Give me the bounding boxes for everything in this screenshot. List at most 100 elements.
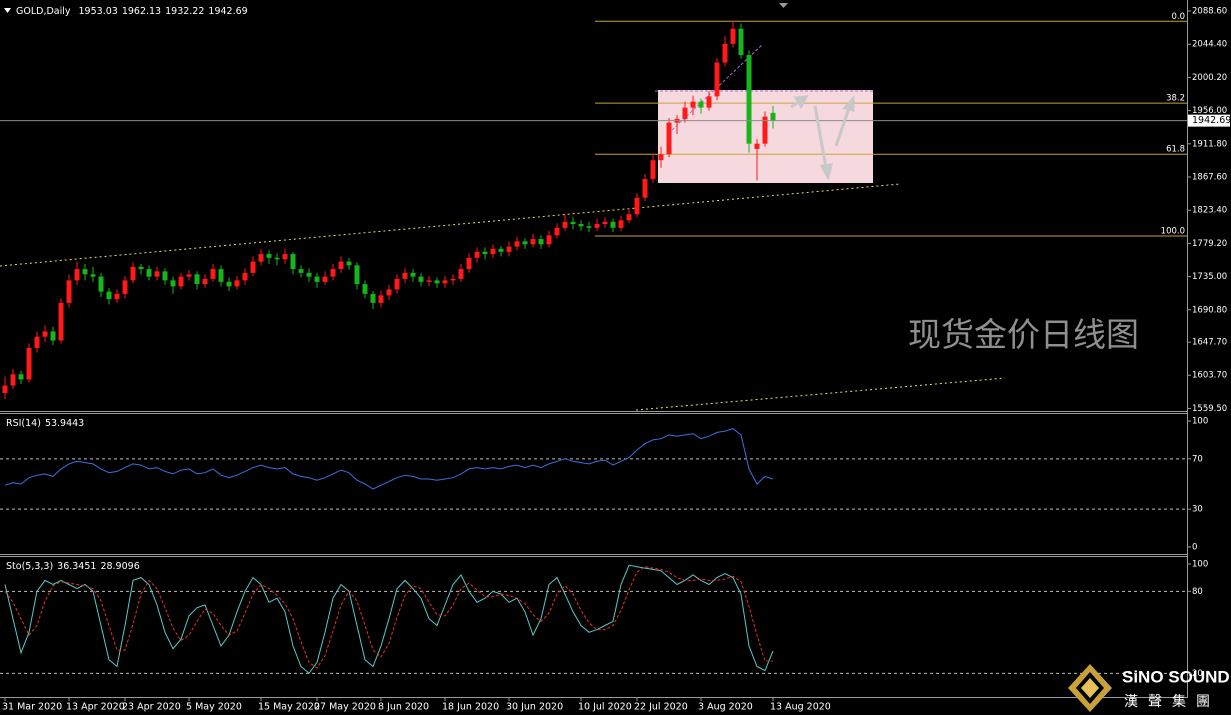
candle-body — [642, 178, 648, 198]
candle-body — [746, 55, 752, 144]
menu-triangle — [4, 8, 11, 13]
candle-body — [594, 224, 600, 228]
candle-body — [770, 112, 776, 121]
candle-body — [346, 261, 352, 266]
candle-body — [306, 272, 312, 277]
trend-line — [0, 183, 901, 267]
candle-body — [682, 107, 688, 119]
candle-body — [506, 246, 512, 252]
candle-body — [210, 269, 216, 279]
candle-body — [18, 374, 24, 380]
arrow-head — [842, 95, 855, 112]
candle-body — [266, 254, 272, 258]
sto-title: Sto(5,3,3) — [6, 561, 53, 572]
y-tick-label: 1735.00 — [1192, 272, 1227, 282]
close: 1942.69 — [208, 6, 247, 17]
candle-body — [298, 269, 304, 273]
candle-body — [618, 220, 624, 228]
candle-body — [458, 269, 464, 279]
y-tick-label: 2088.60 — [1192, 7, 1227, 17]
candle-body — [130, 266, 136, 281]
candle-body — [554, 227, 560, 236]
symbol-header: GOLD,Daily 1953.03 1962.13 1932.22 1942.69 — [16, 6, 248, 17]
y-tick-label: 2044.40 — [1192, 40, 1227, 50]
candle-body — [34, 336, 40, 348]
candle-body — [50, 331, 56, 341]
candle-body — [66, 280, 72, 303]
candle-body — [538, 239, 544, 245]
candle-body — [74, 269, 80, 281]
y-tick-label: 2000.20 — [1192, 73, 1227, 83]
y-tick-label: 1823.40 — [1192, 206, 1227, 216]
candle-body — [10, 374, 16, 386]
logo-subtitle: 漢聲集團 — [1124, 693, 1220, 710]
indicator-line — [4, 566, 774, 669]
candle-body — [114, 293, 120, 300]
candle-body — [394, 278, 400, 290]
fib-label: 0.0 — [1171, 12, 1185, 22]
candle-body — [26, 347, 32, 380]
y-tick-label: 1911.80 — [1192, 139, 1227, 149]
candle-body — [202, 278, 208, 285]
logo-name: SiNO SOUND — [1122, 667, 1230, 686]
candle-body — [514, 241, 520, 247]
x-tick-label: 13 Aug 2020 — [770, 702, 831, 713]
candle-body — [274, 257, 280, 260]
candle-body — [186, 274, 192, 277]
candle-body — [634, 197, 640, 215]
candle-body — [250, 261, 256, 273]
candle-body — [194, 274, 200, 285]
candle-body — [330, 269, 336, 277]
x-tick-label: 3 Aug 2020 — [698, 702, 753, 713]
price-marker — [1188, 114, 1230, 127]
candle-body — [154, 271, 160, 277]
candle-body — [706, 96, 712, 108]
candle-body — [690, 101, 696, 108]
trend-line — [635, 377, 1006, 411]
candle-body — [314, 276, 320, 282]
candle-body — [466, 257, 472, 270]
rsi-title: RSI(14) — [6, 418, 41, 429]
fib-label: 100.0 — [1161, 227, 1185, 237]
candle-body — [170, 280, 176, 287]
x-tick-label: 31 Mar 2020 — [2, 702, 62, 713]
candle-body — [602, 221, 608, 225]
x-tick-label: 15 May 2020 — [258, 702, 320, 713]
shift-marker — [779, 3, 788, 8]
indicator-line — [4, 564, 774, 675]
sto-main-value: 36.3451 — [57, 561, 96, 572]
indicator-line — [4, 428, 774, 490]
candle-body — [138, 266, 144, 270]
fib-label: 61.8 — [1166, 145, 1185, 155]
candle-body — [282, 254, 288, 260]
candle-body — [610, 221, 616, 228]
candle-body — [490, 248, 496, 255]
candle-body — [98, 276, 104, 292]
candle-body — [474, 251, 480, 258]
high: 1962.13 — [122, 6, 161, 17]
logo: SiNO SOUND 漢聲集團 — [1068, 664, 1230, 712]
candle-body — [754, 143, 760, 149]
candle-body — [434, 280, 440, 284]
candle-body — [362, 284, 368, 294]
x-tick-label: 18 Jun 2020 — [442, 702, 499, 713]
candle-body — [650, 160, 656, 179]
candle-body — [386, 289, 392, 296]
candle-body — [178, 276, 184, 287]
x-tick-label: 10 Jul 2020 — [578, 702, 632, 713]
y-tick-label: 70 — [1192, 454, 1203, 464]
x-tick-label: 30 Jun 2020 — [506, 702, 563, 713]
y-tick-label: 1559.50 — [1192, 404, 1227, 414]
x-tick-label: 27 May 2020 — [314, 702, 376, 713]
candle-body — [258, 254, 264, 262]
x-tick-label: 5 May 2020 — [186, 702, 242, 713]
candle-body — [290, 254, 296, 270]
candle-body — [378, 295, 384, 303]
x-tick-label: 23 Apr 2020 — [122, 702, 181, 713]
candle-body — [482, 251, 488, 255]
candle-body — [722, 43, 728, 63]
